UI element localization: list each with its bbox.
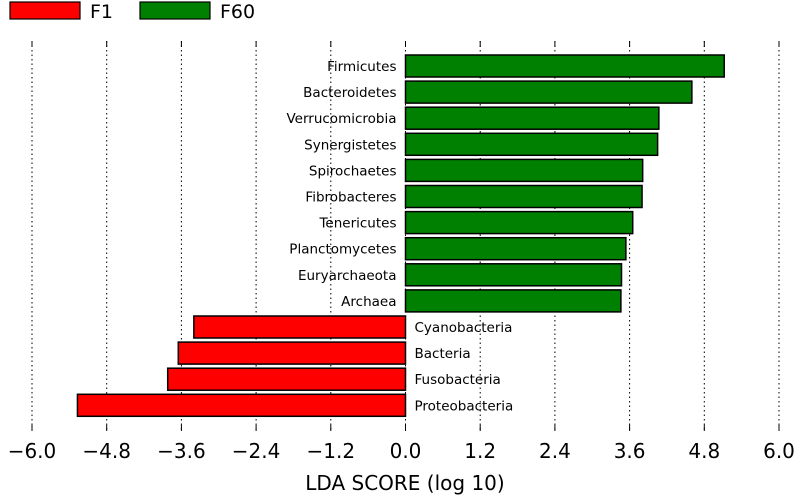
grid-lines <box>31 41 780 431</box>
x-tick-label: 4.8 <box>688 439 720 463</box>
bar-label-firmicutes: Firmicutes <box>327 59 396 75</box>
bar-label-planctomycetes: Planctomycetes <box>289 242 396 258</box>
bar-synergistetes <box>404 132 659 157</box>
bar-bacteroidetes <box>404 80 693 104</box>
bar-label-proteobacteria: Proteobacteria <box>415 398 514 414</box>
bar-label-spirochaetes: Spirochaetes <box>309 163 397 179</box>
x-tick-label: −2.4 <box>232 439 281 463</box>
bar-verrucomicrobia <box>404 106 660 130</box>
bar-label-verrucomicrobia: Verrucomicrobia <box>286 111 396 127</box>
bar-archaea <box>404 289 622 313</box>
bar-label-cyanobacteria: Cyanobacteria <box>415 320 513 336</box>
bar-planctomycetes <box>404 236 627 261</box>
bar-spirochaetes <box>404 158 644 183</box>
x-tick-label: −4.8 <box>82 439 131 463</box>
x-tick-label: −6.0 <box>8 439 57 463</box>
legend-swatch-f1 <box>9 1 81 20</box>
axes <box>31 41 780 431</box>
legend-swatch-f60 <box>139 1 211 20</box>
bar-label-archaea: Archaea <box>341 294 396 310</box>
bar-cyanobacteria <box>193 315 407 339</box>
x-tick-label: −3.6 <box>157 439 206 463</box>
bar-label-bacteroidetes: Bacteroidetes <box>303 85 396 101</box>
bar-fusobacteria <box>166 367 407 391</box>
legend: F1 F60 <box>9 1 255 23</box>
x-axis-label: LDA SCORE (log 10) <box>305 471 504 495</box>
bar-proteobacteria <box>76 393 407 418</box>
bar-label-fibrobacteres: Fibrobacteres <box>305 190 396 206</box>
bar-bacteria <box>177 341 407 365</box>
bar-labels: Firmicutes Bacteroidetes Verrucomicrobia Sy… <box>286 59 513 414</box>
bar-fibrobacteres <box>404 184 643 209</box>
bar-label-fusobacteria: Fusobacteria <box>415 372 501 388</box>
x-tick-label: −1.2 <box>307 439 356 463</box>
legend-label-f60: F60 <box>220 1 255 23</box>
x-tick-label: 2.4 <box>539 439 571 463</box>
x-tick-label: 0.0 <box>390 439 422 463</box>
bar-tenericutes <box>404 210 634 235</box>
legend-label-f1: F1 <box>90 1 113 23</box>
bar-label-synergistetes: Synergistetes <box>304 137 396 153</box>
bar-firmicutes <box>404 54 725 78</box>
x-ticks: −6.0 −4.8 −3.6 −2.4 −1.2 0.0 1.2 2.4 3.6 4.8 6.0 <box>8 439 795 463</box>
bars <box>76 54 725 418</box>
bar-label-tenericutes: Tenericutes <box>318 216 396 232</box>
bar-label-bacteria: Bacteria <box>415 346 471 362</box>
bar-euryarchaeota <box>404 263 623 287</box>
x-tick-label: 3.6 <box>614 439 646 463</box>
x-tick-label: 6.0 <box>763 439 795 463</box>
bar-label-euryarchaeota: Euryarchaeota <box>298 268 397 284</box>
x-tick-label: 1.2 <box>464 439 496 463</box>
